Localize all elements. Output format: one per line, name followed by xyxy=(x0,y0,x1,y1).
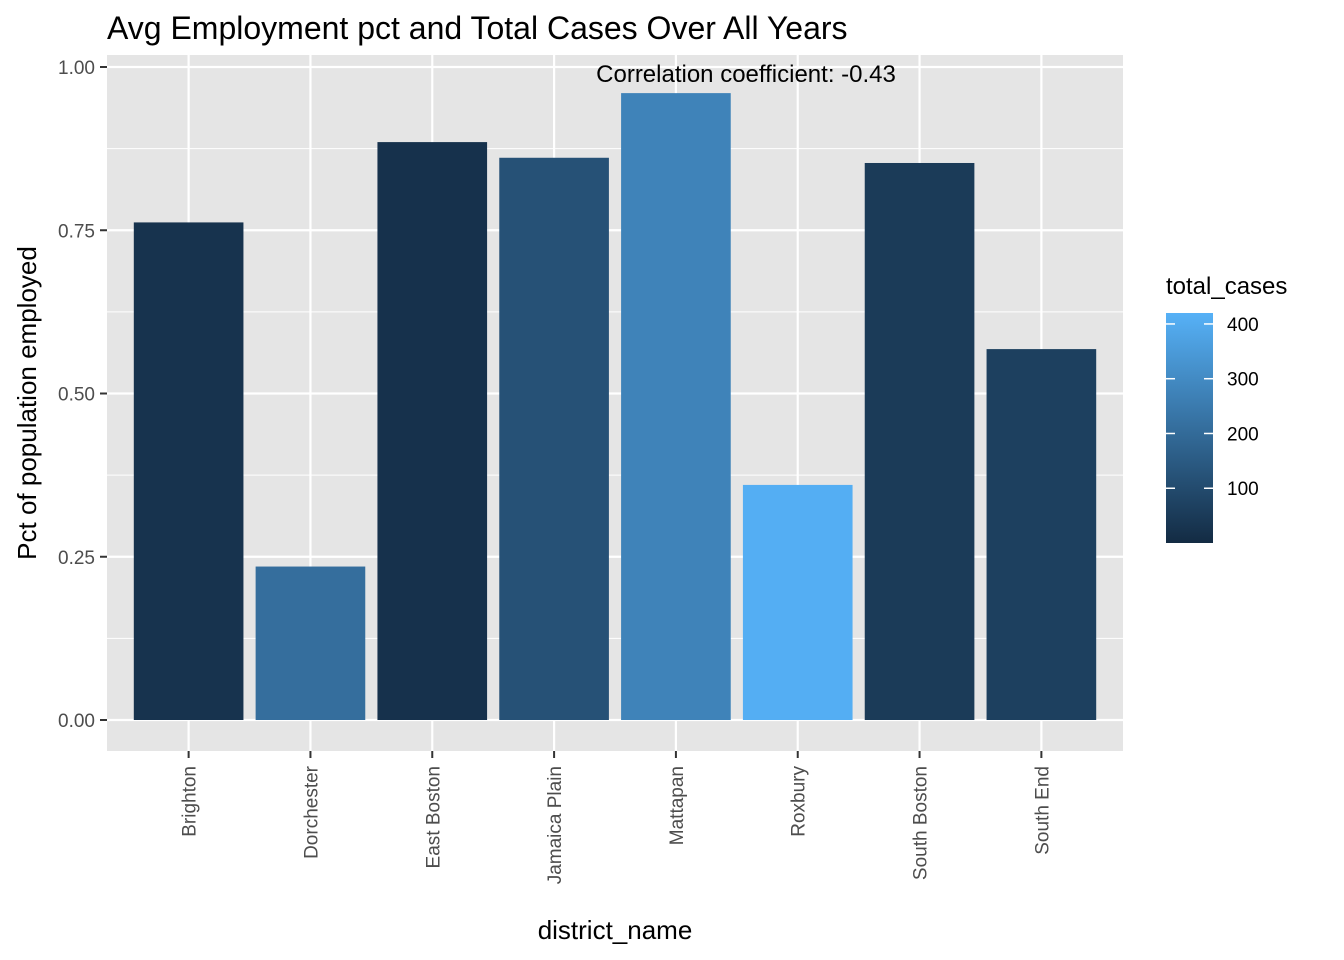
x-tick-label: South Boston xyxy=(911,766,932,880)
y-tick-label: 0.50 xyxy=(58,385,95,406)
y-axis: 0.00 0.25 0.50 0.75 1.00 xyxy=(58,58,107,732)
y-tick-label: 1.00 xyxy=(58,58,95,79)
y-axis-title: Pct of population employed xyxy=(12,246,42,560)
x-tick-label: Jamaica Plain xyxy=(545,766,566,884)
bar-dorchester xyxy=(255,566,366,720)
legend-tick-label: 100 xyxy=(1227,479,1259,500)
bar-south-end xyxy=(986,349,1097,720)
bars xyxy=(133,93,1097,721)
x-tick-label: South End xyxy=(1032,766,1053,855)
bar-brighton xyxy=(133,222,244,720)
x-tick-label: Mattapan xyxy=(667,766,688,845)
x-tick-label: Roxbury xyxy=(789,766,810,837)
y-tick-label: 0.75 xyxy=(58,221,95,242)
x-tick-label: Brighton xyxy=(180,766,201,837)
legend-tick-label: 300 xyxy=(1227,370,1259,391)
chart-title: Avg Employment pct and Total Cases Over … xyxy=(107,10,848,46)
bar-east-boston xyxy=(377,142,488,721)
bar-mattapan xyxy=(621,93,731,721)
x-axis: Brighton Dorchester East Boston Jamaica Pla… xyxy=(180,751,1053,884)
legend-tick-label: 200 xyxy=(1227,424,1259,445)
legend: total_cases 100 200 300 400 xyxy=(1166,273,1287,543)
legend-title: total_cases xyxy=(1166,273,1287,300)
bar-jamaica-plain xyxy=(499,157,609,721)
y-tick-label: 0.25 xyxy=(58,548,95,569)
x-tick-label: East Boston xyxy=(423,766,444,868)
x-axis-title: district_name xyxy=(538,915,693,945)
correlation-annotation: Correlation coefficient: -0.43 xyxy=(596,61,896,88)
y-tick-label: 0.00 xyxy=(58,711,95,732)
legend-tick-label: 400 xyxy=(1227,315,1259,336)
legend-colorbar xyxy=(1166,313,1213,543)
bar-south-boston xyxy=(864,162,975,721)
legend-ticks: 100 200 300 400 xyxy=(1166,315,1259,500)
bar-roxbury xyxy=(742,484,853,720)
x-tick-label: Dorchester xyxy=(301,765,322,859)
